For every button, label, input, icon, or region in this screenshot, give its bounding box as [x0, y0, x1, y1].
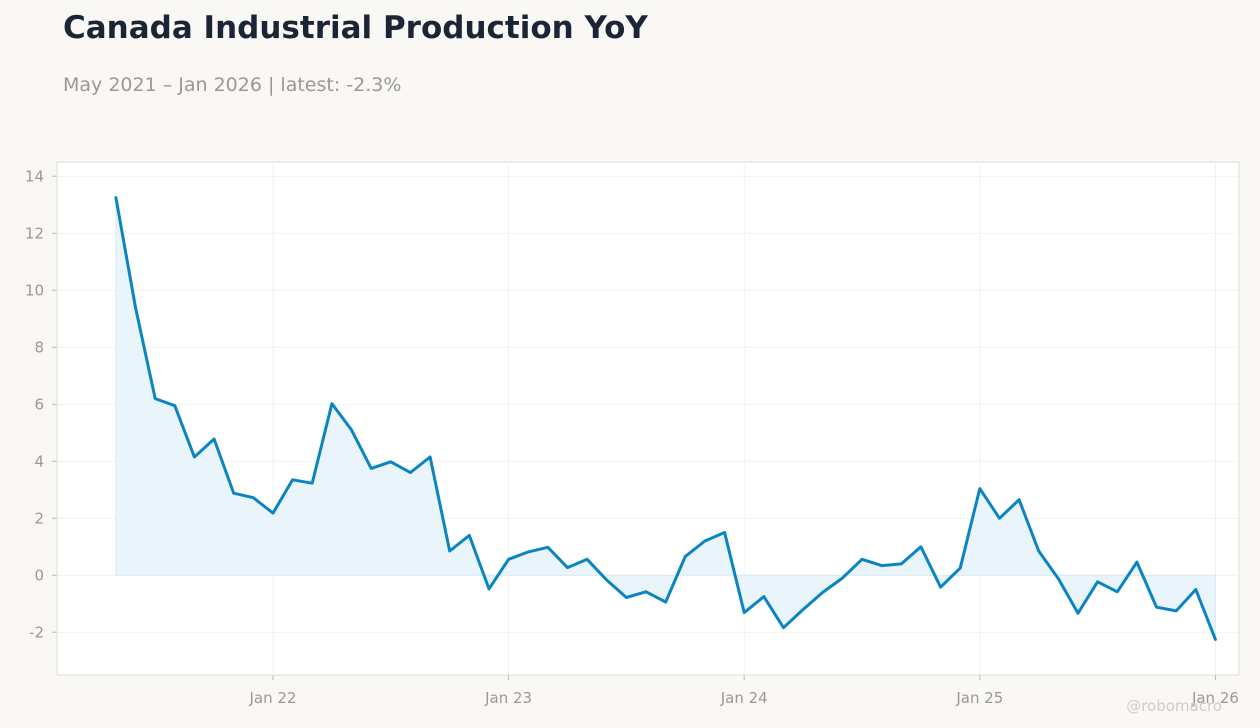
data-point — [664, 600, 667, 604]
data-point — [212, 437, 216, 441]
data-point — [252, 496, 255, 499]
y-axis: -2 0 2 4 6 8 10 12 14 — [25, 167, 57, 641]
data-point — [369, 467, 373, 470]
data-point — [271, 511, 275, 515]
chart-subtitle: May 2021 – Jan 2026 | latest: -2.3% — [63, 74, 402, 96]
data-point — [958, 566, 962, 570]
data-point — [546, 546, 550, 549]
data-point — [919, 545, 923, 548]
data-point — [978, 487, 982, 490]
data-point — [998, 517, 1001, 520]
y-tick-label: 8 — [34, 338, 44, 356]
data-point — [1135, 560, 1139, 564]
y-tick-label: 6 — [34, 395, 44, 413]
data-point — [291, 478, 294, 481]
y-tick-label: 10 — [25, 281, 44, 299]
data-point — [527, 550, 530, 554]
data-point — [193, 455, 196, 459]
data-point — [566, 566, 569, 569]
data-point — [703, 539, 707, 543]
data-point — [173, 404, 177, 407]
data-point — [232, 491, 235, 495]
data-point — [1214, 638, 1217, 641]
data-point — [1116, 590, 1119, 593]
data-point — [1155, 605, 1158, 609]
x-tick-label: Jan 25 — [955, 689, 1003, 707]
data-point — [330, 402, 334, 405]
data-point — [350, 428, 353, 432]
data-point — [821, 591, 824, 594]
data-point — [841, 576, 844, 580]
data-point — [801, 608, 805, 611]
data-point — [1194, 588, 1198, 591]
data-point — [1096, 580, 1099, 584]
data-point — [428, 455, 432, 459]
data-point — [782, 626, 785, 629]
data-point — [134, 306, 137, 309]
data-point — [507, 558, 510, 561]
data-point — [1037, 549, 1040, 553]
data-point — [1076, 611, 1080, 615]
data-point — [605, 578, 608, 582]
data-point — [389, 460, 392, 464]
x-tick-label: Jan 26 — [1191, 689, 1239, 707]
data-point — [684, 555, 687, 558]
data-point — [880, 564, 883, 567]
y-tick-label: 2 — [34, 509, 44, 527]
data-point — [468, 534, 471, 537]
data-point — [311, 481, 314, 485]
data-point — [1017, 498, 1021, 501]
x-tick-label: Jan 23 — [484, 689, 532, 707]
data-point — [1174, 609, 1178, 613]
data-point — [743, 611, 746, 614]
y-tick-label: 12 — [25, 224, 44, 242]
data-point — [409, 471, 412, 474]
grid — [57, 162, 1239, 675]
data-point — [723, 531, 726, 534]
y-tick-label: 14 — [25, 167, 44, 185]
data-point — [939, 586, 942, 589]
x-axis: Jan 22 Jan 23 Jan 24 Jan 25 Jan 26 — [248, 675, 1239, 707]
y-tick-label: 0 — [34, 566, 44, 584]
data-point — [625, 596, 628, 599]
data-point — [448, 549, 451, 553]
data-point — [1057, 577, 1060, 580]
data-point — [644, 590, 648, 593]
plot-area — [56, 161, 1240, 676]
data-point — [900, 562, 903, 566]
chart-title: Canada Industrial Production YoY — [63, 10, 648, 46]
data-point — [114, 196, 118, 199]
data-point — [153, 397, 157, 400]
x-tick-label: Jan 24 — [720, 689, 768, 707]
y-tick-label: -2 — [29, 623, 44, 641]
data-points — [114, 196, 1217, 641]
data-point — [487, 587, 491, 591]
y-tick-label: 4 — [34, 452, 44, 470]
data-point — [762, 595, 766, 598]
watermark: @robomacro — [1126, 697, 1222, 715]
data-point — [585, 558, 589, 561]
data-point — [860, 558, 864, 561]
x-tick-label: Jan 22 — [248, 689, 296, 707]
